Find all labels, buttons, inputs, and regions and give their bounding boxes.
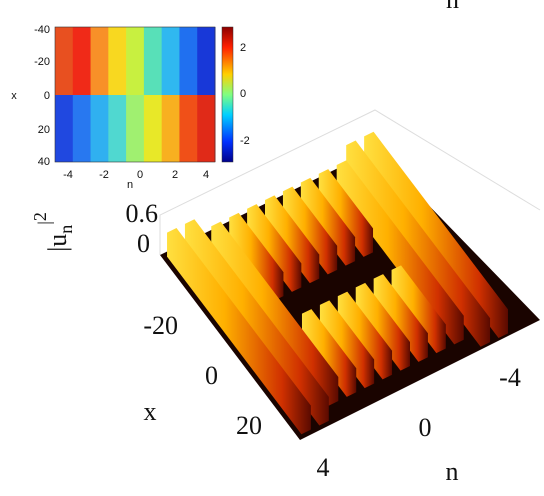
inset-x-tick: 0 <box>137 169 143 181</box>
colorbar-tick: -2 <box>240 135 250 147</box>
z-tick: 0 <box>137 229 150 258</box>
heat-cell <box>90 27 109 95</box>
inset-x-tick: -2 <box>99 169 109 181</box>
ridge <box>318 169 374 257</box>
ridge <box>229 212 284 301</box>
n-label: n <box>446 457 459 486</box>
n-tick: -4 <box>499 363 521 392</box>
ridge <box>364 131 508 338</box>
ridge <box>301 309 357 397</box>
ridge <box>300 177 356 266</box>
ridge <box>336 160 464 345</box>
inset-y-label: x <box>11 90 17 102</box>
z-tick: 0.6 <box>126 199 159 228</box>
n-tick: 4 <box>317 453 330 482</box>
colorbar <box>221 26 234 163</box>
inset-x-tick: 4 <box>203 169 209 181</box>
top-label: n <box>446 0 459 14</box>
ridge <box>346 140 491 347</box>
surface-plot <box>159 109 541 440</box>
inset-x-label: n <box>127 179 133 191</box>
inset-heatmap <box>54 26 216 163</box>
inset-x-tick: -4 <box>63 169 73 181</box>
ridge <box>265 195 320 284</box>
x-tick: 0 <box>205 361 218 390</box>
heat-cell <box>161 95 180 162</box>
inset-x-tick: 2 <box>172 169 178 181</box>
inset-frame <box>54 26 216 163</box>
z-label: |un|2 <box>30 212 76 252</box>
colorbar-tick: 0 <box>240 88 246 100</box>
ridge <box>391 265 446 354</box>
ridge <box>373 274 428 362</box>
colorbar-tick: 2 <box>240 42 246 54</box>
ridge <box>211 221 339 406</box>
ridge <box>247 204 302 292</box>
ridge <box>319 300 375 389</box>
ridge <box>184 219 329 426</box>
heat-cell <box>108 27 127 95</box>
x-label: x <box>144 397 157 426</box>
x-tick: 20 <box>236 411 262 440</box>
inset-y-tick: 40 <box>38 156 50 168</box>
heat-cell <box>143 27 163 95</box>
ridge <box>355 282 410 371</box>
heat-cell <box>179 95 198 162</box>
heat-cell <box>126 27 145 95</box>
inset-y-tick: -40 <box>34 24 50 36</box>
heat-cell <box>72 95 92 162</box>
heat-cell <box>55 27 74 95</box>
heat-cell <box>55 95 74 162</box>
ridge <box>337 291 393 380</box>
ridge <box>282 186 338 275</box>
ridge <box>167 228 311 435</box>
heat-cell <box>90 95 109 162</box>
inset-y-tick: -20 <box>34 56 50 68</box>
n-tick: 0 <box>419 413 432 442</box>
heat-cell <box>179 27 198 95</box>
heat-cell <box>108 95 127 162</box>
inset-y-tick: 0 <box>44 90 50 102</box>
heat-cell <box>197 27 216 95</box>
inset-y-tick: 20 <box>38 124 50 136</box>
heat-cell <box>161 27 180 95</box>
heat-cell <box>126 95 145 162</box>
x-tick: -20 <box>143 311 178 340</box>
heat-cell <box>143 95 163 162</box>
heat-cell <box>197 95 216 162</box>
heat-cell <box>72 27 92 95</box>
